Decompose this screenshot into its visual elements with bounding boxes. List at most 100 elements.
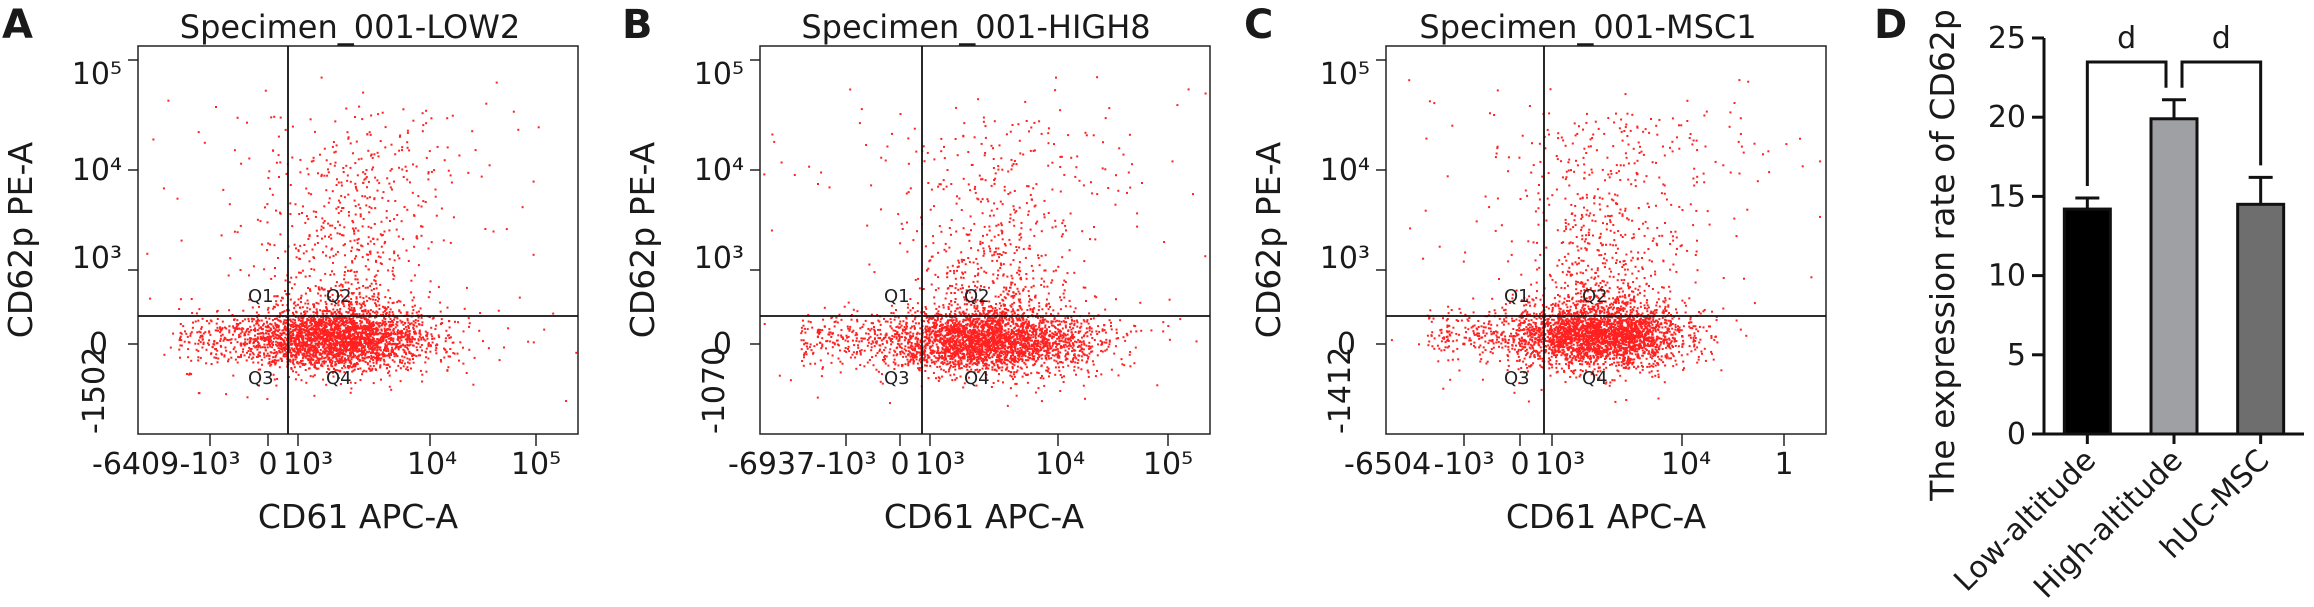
event-dot xyxy=(313,268,316,271)
event-dot xyxy=(1015,371,1018,374)
event-dot xyxy=(257,353,260,356)
event-dot xyxy=(396,324,399,327)
event-dot xyxy=(289,340,292,343)
event-dot xyxy=(952,363,955,366)
event-dot xyxy=(368,131,371,134)
event-dot xyxy=(1005,356,1008,359)
event-dot xyxy=(388,182,391,185)
event-dot xyxy=(294,323,297,326)
event-dot xyxy=(402,238,405,241)
event-dot xyxy=(239,224,242,227)
event-dot xyxy=(392,342,395,345)
event-dot xyxy=(1028,343,1031,346)
event-dot xyxy=(274,343,277,346)
event-dot xyxy=(439,301,442,304)
event-dot xyxy=(312,210,315,213)
event-dot xyxy=(305,324,308,327)
event-dot xyxy=(356,248,359,251)
panel-a-ytick-1e5: 10⁵ xyxy=(72,57,122,92)
event-dot xyxy=(359,215,362,218)
event-dot xyxy=(275,209,277,212)
event-dot xyxy=(907,311,910,314)
event-dot xyxy=(360,320,363,323)
event-dot xyxy=(421,130,424,133)
event-dot xyxy=(445,329,448,332)
event-dot xyxy=(210,320,213,323)
event-dot xyxy=(279,345,282,347)
event-dot xyxy=(322,350,325,353)
event-dot xyxy=(334,324,337,326)
event-dot xyxy=(312,351,315,354)
event-dot xyxy=(376,238,379,241)
event-dot xyxy=(351,260,354,263)
event-dot xyxy=(220,234,223,237)
event-dot xyxy=(362,91,365,94)
event-dot xyxy=(350,292,353,295)
event-dot xyxy=(306,319,309,322)
event-dot xyxy=(1044,341,1047,343)
event-dot xyxy=(389,328,392,331)
event-dot xyxy=(378,297,380,300)
event-dot xyxy=(335,363,338,366)
event-dot xyxy=(346,321,349,324)
event-dot xyxy=(200,327,203,330)
event-dot xyxy=(349,166,352,169)
event-dot xyxy=(1033,363,1036,365)
event-dot xyxy=(288,347,290,350)
event-dot xyxy=(321,312,324,315)
event-dot xyxy=(348,365,351,368)
event-dot xyxy=(383,349,386,352)
event-dot xyxy=(434,349,437,352)
event-dot xyxy=(339,352,342,355)
event-dot xyxy=(255,311,258,314)
event-dot xyxy=(407,369,409,372)
event-dot xyxy=(941,334,944,337)
event-dot xyxy=(355,328,358,331)
event-dot xyxy=(339,319,342,322)
event-dot xyxy=(443,356,446,359)
event-dot xyxy=(348,318,351,321)
event-dot xyxy=(283,319,286,322)
event-dot xyxy=(179,335,182,338)
event-dot xyxy=(339,334,342,337)
event-dot xyxy=(401,359,404,362)
event-dot xyxy=(342,359,345,362)
event-dot xyxy=(328,357,331,360)
event-dot xyxy=(946,327,949,329)
event-dot xyxy=(398,345,401,348)
event-dot xyxy=(349,338,352,341)
event-dot xyxy=(315,326,318,329)
event-dot xyxy=(266,398,269,400)
event-dot xyxy=(923,320,926,323)
event-dot xyxy=(468,348,471,351)
event-dot xyxy=(1053,359,1056,362)
event-dot xyxy=(373,340,376,343)
event-dot xyxy=(1072,327,1075,330)
event-dot xyxy=(1044,330,1046,333)
event-dot xyxy=(962,353,965,356)
event-dot xyxy=(357,331,360,334)
event-dot xyxy=(406,337,409,340)
event-dot xyxy=(1010,340,1013,343)
event-dot xyxy=(342,343,345,346)
event-dot xyxy=(411,336,414,338)
event-dot xyxy=(267,333,270,335)
event-dot xyxy=(216,326,219,329)
event-dot xyxy=(951,337,954,340)
event-dot xyxy=(328,368,331,371)
event-dot xyxy=(388,370,391,373)
event-dot xyxy=(194,342,197,345)
event-dot xyxy=(281,350,284,353)
event-dot xyxy=(307,218,310,221)
event-dot xyxy=(240,353,243,356)
event-dot xyxy=(370,369,373,372)
event-dot xyxy=(343,305,346,308)
event-dot xyxy=(406,366,409,369)
event-dot xyxy=(256,329,259,332)
event-dot xyxy=(316,336,319,339)
event-dot xyxy=(893,358,896,361)
event-dot xyxy=(372,325,374,328)
event-dot xyxy=(1004,352,1007,355)
event-dot xyxy=(308,355,311,358)
event-dot xyxy=(291,156,294,159)
